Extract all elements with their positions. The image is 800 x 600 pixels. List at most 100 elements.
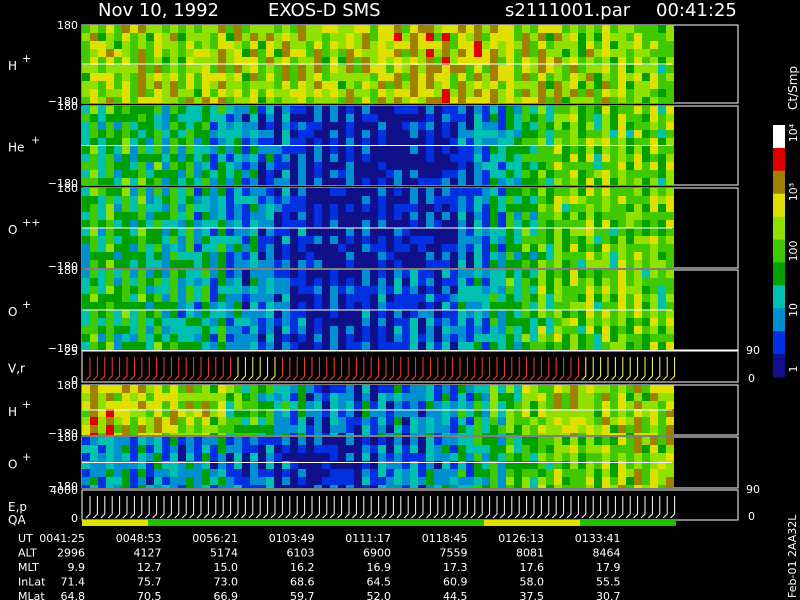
spectrogram-cell — [162, 409, 170, 417]
spectrogram-cell — [450, 417, 458, 425]
spectrogram-cell — [114, 49, 122, 57]
spectrogram-cell — [338, 49, 346, 57]
spectrogram-cell — [618, 433, 626, 435]
spectrogram-cell — [626, 138, 634, 146]
spectrogram-cell — [258, 130, 266, 138]
spectrogram-cell — [570, 228, 578, 236]
spectrogram-cell — [578, 385, 586, 393]
spectrogram-cell — [490, 334, 498, 342]
qa-cell — [496, 520, 502, 526]
spectrogram-cell — [666, 477, 674, 485]
spectrogram-cell — [594, 41, 602, 49]
angle-trace — [544, 496, 550, 519]
spectrogram-cell — [610, 162, 618, 170]
spectrogram-cell — [658, 310, 666, 318]
spectrogram-cell — [322, 477, 330, 485]
spectrogram-cell — [370, 401, 378, 409]
spectrogram-cell — [434, 170, 442, 178]
qa-cell — [322, 520, 328, 526]
spectrogram-cell — [666, 252, 674, 260]
spectrogram-cell — [546, 417, 554, 425]
spectrogram-cell — [322, 81, 330, 89]
spectrogram-cell — [650, 477, 658, 485]
spectrogram-cell — [402, 469, 410, 477]
spectrogram-cell — [450, 106, 458, 114]
spectrogram-cell — [410, 318, 418, 326]
spectrogram-cell — [370, 81, 378, 89]
spectrogram-cell — [290, 204, 298, 212]
spectrogram-cell — [554, 409, 562, 417]
spectrogram-cell — [178, 196, 186, 204]
spectrogram-cell — [482, 81, 490, 89]
spectrogram-cell — [434, 445, 442, 453]
spectrogram-cell — [642, 228, 650, 236]
spectrogram-cell — [306, 477, 314, 485]
spectrogram-cell — [226, 25, 234, 33]
spectrogram-cell — [386, 57, 394, 65]
spectrogram-cell — [282, 114, 290, 122]
spectrogram-cell — [442, 196, 450, 204]
spectrogram-cell — [266, 178, 274, 185]
spectrogram-cell — [498, 170, 506, 178]
spectrogram-cell — [394, 106, 402, 114]
spectrogram-cell — [274, 41, 282, 49]
spectrogram-cell — [114, 178, 122, 185]
spectrogram-cell — [290, 236, 298, 244]
spectrogram-cell — [458, 401, 466, 409]
spectrogram-cell — [218, 385, 226, 393]
spectrogram-cell — [154, 220, 162, 228]
spectrogram-cell — [562, 401, 570, 409]
spectrogram-cell — [570, 122, 578, 130]
spectrogram-cell — [322, 385, 330, 393]
spectrogram-cell — [402, 433, 410, 435]
spectrogram-cell — [530, 310, 538, 318]
spectrogram-cell — [554, 204, 562, 212]
spectrogram-cell — [250, 49, 258, 57]
spectrogram-cell — [498, 401, 506, 409]
spectrogram-cell — [442, 401, 450, 409]
spectrogram-cell — [194, 286, 202, 294]
spectrogram-cell — [570, 286, 578, 294]
colorbar-tick: 10 — [787, 303, 800, 317]
spectrogram-cell — [562, 433, 570, 435]
spectrogram-cell — [330, 196, 338, 204]
spectrogram-cell — [122, 270, 130, 278]
spectrogram-cell — [434, 417, 442, 425]
spectrogram-cell — [650, 196, 658, 204]
spectrogram-cell — [362, 57, 370, 65]
spectrogram-cell — [490, 469, 498, 477]
spectrogram-cell — [362, 453, 370, 461]
spectrogram-cell — [130, 417, 138, 425]
spectrogram-cell — [418, 244, 426, 252]
spectrogram-cell — [194, 162, 202, 170]
spectrogram-cell — [442, 178, 450, 185]
spectrogram-cell — [322, 302, 330, 310]
spectrogram-cell — [634, 57, 642, 65]
qa-cell — [94, 520, 100, 526]
spectrogram-cell — [250, 106, 258, 114]
spectrogram-cell — [618, 485, 626, 488]
spectrogram-cell — [242, 409, 250, 417]
spectrogram-cell — [530, 170, 538, 178]
spectrogram-cell — [618, 146, 626, 154]
spectrogram-cell — [218, 252, 226, 260]
qa-cell — [430, 520, 436, 526]
spectrogram-cell — [378, 342, 386, 350]
spectrogram-cell — [594, 130, 602, 138]
spectrogram-cell — [578, 393, 586, 401]
spectrogram-cell — [426, 49, 434, 57]
spectrogram-cell — [162, 130, 170, 138]
spectrogram-cell — [194, 310, 202, 318]
spectrogram-cell — [474, 236, 482, 244]
qa-cell — [352, 520, 358, 526]
spectrogram-cell — [402, 97, 410, 103]
spectrogram-cell — [466, 477, 474, 485]
spectrogram-cell — [218, 41, 226, 49]
spectrogram-cell — [178, 236, 186, 244]
spectrogram-cell — [514, 220, 522, 228]
spectrogram-cell — [130, 106, 138, 114]
spectrogram-cell — [178, 469, 186, 477]
spectrogram-cell — [266, 334, 274, 342]
spectrogram-cell — [594, 270, 602, 278]
spectrogram-cell — [658, 114, 666, 122]
